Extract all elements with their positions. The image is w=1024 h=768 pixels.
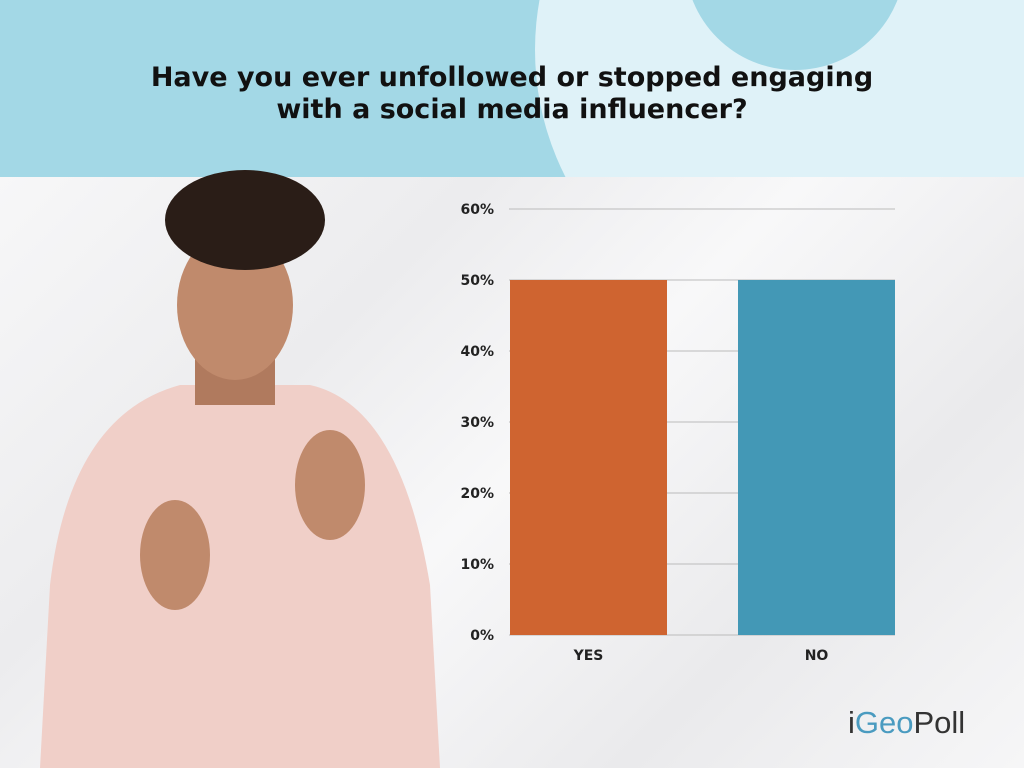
bar-yes bbox=[510, 280, 667, 635]
y-tick-label: 20% bbox=[460, 486, 494, 502]
x-tick-label: YES bbox=[573, 648, 604, 664]
y-tick-label: 10% bbox=[460, 557, 494, 573]
geopoll-logo: iGeoPoll bbox=[848, 705, 966, 740]
x-tick-label: NO bbox=[805, 648, 829, 664]
logo-poll: Poll bbox=[913, 705, 966, 740]
y-tick-label: 60% bbox=[460, 202, 494, 218]
y-tick-label: 30% bbox=[460, 415, 494, 431]
title-line: with a social media influencer? bbox=[276, 94, 748, 125]
header-banner: Have you ever unfollowed or stopped enga… bbox=[0, 0, 1024, 177]
y-tick-label: 40% bbox=[460, 344, 494, 360]
person-photo bbox=[40, 170, 440, 768]
y-tick-label: 50% bbox=[460, 273, 494, 289]
page-title: Have you ever unfollowed or stopped enga… bbox=[0, 62, 1024, 126]
bar-no bbox=[738, 280, 895, 635]
logo-geo: Geo bbox=[854, 705, 914, 740]
title-line: Have you ever unfollowed or stopped enga… bbox=[150, 62, 874, 93]
y-tick-label: 0% bbox=[470, 628, 494, 644]
